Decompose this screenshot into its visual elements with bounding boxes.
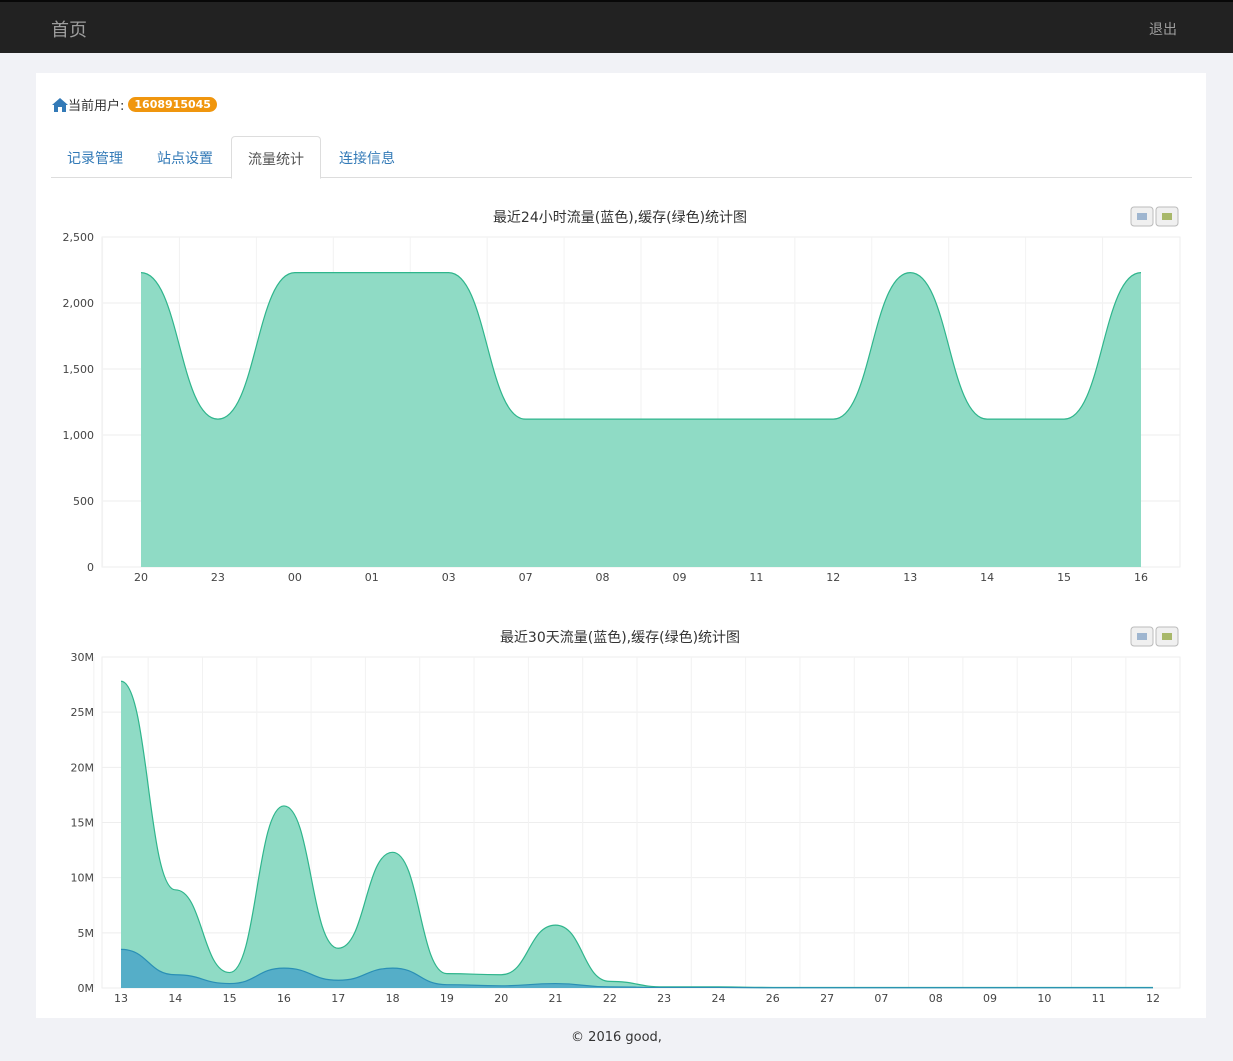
x-tick-label: 09 [672,571,686,584]
series-area-0 [141,272,1141,567]
tab-connection-info[interactable]: 连接信息 [339,151,395,167]
x-tick-label: 10 [1037,992,1051,1005]
user-id-badge: 1608915045 [128,97,217,112]
download-icon-glyph [1162,213,1172,220]
x-tick-label: 01 [365,571,379,584]
x-tick-label: 07 [874,992,888,1005]
x-tick-label: 23 [657,992,671,1005]
x-tick-label: 07 [519,571,533,584]
top-navbar: 首页 退出 [0,0,1233,53]
current-user: 当前用户: 1608915045 [52,95,217,114]
brand-home-link[interactable]: 首页 [51,20,87,41]
logout-link[interactable]: 退出 [1149,22,1177,38]
x-tick-label: 03 [442,571,456,584]
x-tick-label: 14 [168,992,182,1005]
y-tick-label: 20M [71,761,95,774]
tab-records[interactable]: 记录管理 [67,151,123,167]
download-button[interactable] [1155,626,1179,647]
y-tick-label: 10M [71,872,95,885]
footer: © 2016 good, [571,1030,662,1045]
x-tick-label: 12 [1146,992,1160,1005]
y-tick-label: 1,000 [63,429,95,442]
y-tick-label: 2,000 [63,297,95,310]
download-icon-glyph [1162,633,1172,640]
x-tick-label: 18 [386,992,400,1005]
x-tick-label: 16 [1134,571,1148,584]
x-tick-label: 08 [929,992,943,1005]
x-tick-label: 16 [277,992,291,1005]
x-tick-label: 13 [903,571,917,584]
series-line-1 [120,948,1153,989]
current-user-label: 当前用户: [68,99,125,114]
x-tick-label: 13 [114,992,128,1005]
x-tick-label: 14 [980,571,994,584]
print-icon-glyph [1137,633,1147,640]
print-button[interactable] [1130,206,1154,227]
x-tick-label: 21 [549,992,563,1005]
print-icon-glyph [1137,213,1147,220]
print-button[interactable] [1130,626,1154,647]
y-tick-label: 0M [78,982,95,995]
x-tick-label: 15 [223,992,237,1005]
y-tick-label: 1,500 [63,363,95,376]
x-tick-label: 09 [983,992,997,1005]
series-area-0 [121,681,1153,988]
x-tick-label: 19 [440,992,454,1005]
y-tick-label: 500 [73,495,94,508]
y-tick-label: 0 [87,561,94,574]
x-tick-label: 17 [331,992,345,1005]
tab-bar: 记录管理 站点设置 流量统计 连接信息 [51,136,1192,179]
x-tick-label: 20 [494,992,508,1005]
x-tick-label: 22 [603,992,617,1005]
x-tick-label: 20 [134,571,148,584]
x-tick-label: 12 [826,571,840,584]
x-tick-label: 11 [1092,992,1106,1005]
y-tick-label: 30M [71,651,95,664]
y-tick-label: 2,500 [63,231,95,244]
download-button[interactable] [1155,206,1179,227]
tab-site-settings[interactable]: 站点设置 [157,151,213,167]
series-area-1 [121,949,1153,988]
chart-title: 最近24小时流量(蓝色),缓存(绿色)统计图 [493,209,747,226]
y-tick-label: 25M [71,706,95,719]
y-tick-label: 5M [78,927,95,940]
home-icon [52,97,68,112]
x-tick-label: 24 [711,992,725,1005]
y-tick-label: 15M [71,817,95,830]
x-tick-label: 08 [596,571,610,584]
tab-traffic-stats[interactable]: 流量统计 [231,136,321,179]
x-tick-label: 00 [288,571,302,584]
x-tick-label: 11 [749,571,763,584]
chart-title: 最近30天流量(蓝色),缓存(绿色)统计图 [500,629,740,646]
x-tick-label: 15 [1057,571,1071,584]
series-line-0 [140,272,1142,420]
x-tick-label: 27 [820,992,834,1005]
x-tick-label: 26 [766,992,780,1005]
x-tick-label: 23 [211,571,225,584]
